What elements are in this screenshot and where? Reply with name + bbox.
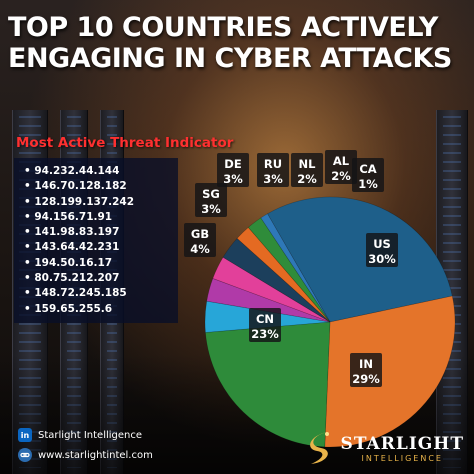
slice-value-label: 4% bbox=[190, 242, 210, 256]
brand-logo: STARLIGHT INTELLIGENCE bbox=[303, 428, 464, 468]
threat-indicator-heading: Most Active Threat Indicator bbox=[16, 135, 234, 151]
slice-label-sg: SG3% bbox=[195, 183, 227, 217]
slice-label-ca: CA1% bbox=[352, 158, 384, 192]
linkedin-icon: in bbox=[18, 428, 32, 442]
slice-category-label: DE bbox=[224, 157, 242, 171]
footer-linkedin[interactable]: in Starlight Intelligence bbox=[18, 428, 142, 442]
slice-category-label: IN bbox=[359, 357, 373, 371]
ip-address-item: 146.70.128.182 bbox=[24, 179, 172, 194]
slice-value-label: 23% bbox=[251, 327, 279, 341]
ip-address-item: 128.199.137.242 bbox=[24, 195, 172, 210]
slice-label-box bbox=[184, 223, 216, 257]
pie-slice-de bbox=[212, 256, 331, 323]
slice-value-label: 29% bbox=[352, 372, 380, 386]
slice-label-ru: RU3% bbox=[257, 153, 289, 187]
ip-list: 94.232.44.144146.70.128.182128.199.137.2… bbox=[14, 158, 178, 323]
ip-address-item: 80.75.212.207 bbox=[24, 271, 172, 286]
ip-address-item: 159.65.255.6 bbox=[24, 302, 172, 317]
slice-label-box bbox=[249, 308, 281, 342]
pie-slices bbox=[204, 196, 456, 448]
slice-category-label: NL bbox=[299, 157, 317, 171]
slice-label-box bbox=[217, 153, 249, 187]
slice-label-box bbox=[350, 353, 382, 387]
footer-website[interactable]: www.starlightintel.com bbox=[18, 448, 153, 462]
slice-label-box bbox=[291, 153, 323, 187]
starlight-swirl-icon bbox=[309, 432, 329, 464]
slice-value-label: 3% bbox=[263, 172, 283, 186]
slice-value-label: 3% bbox=[201, 202, 221, 216]
ip-address-item: 141.98.83.197 bbox=[24, 225, 172, 240]
pie-slice-ca bbox=[260, 213, 331, 323]
brand-name: STARLIGHT bbox=[340, 433, 464, 454]
ip-address-item: 94.232.44.144 bbox=[24, 164, 172, 179]
pie-slice-cn bbox=[205, 321, 331, 448]
slice-category-label: SG bbox=[202, 187, 220, 201]
slice-category-label: RU bbox=[264, 157, 282, 171]
pie-slice-sg bbox=[206, 278, 331, 323]
ip-address-item: 143.64.42.231 bbox=[24, 240, 172, 255]
company-name: Starlight Intelligence bbox=[38, 429, 143, 441]
slice-label-box bbox=[195, 183, 227, 217]
pie-slice-nl bbox=[236, 226, 331, 323]
slice-value-label: 3% bbox=[223, 172, 243, 186]
slice-label-box bbox=[366, 233, 398, 267]
slice-category-label: US bbox=[373, 237, 391, 251]
pie-slice-us bbox=[267, 196, 453, 323]
slice-label-box bbox=[352, 158, 384, 192]
slice-label-al: AL2% bbox=[325, 150, 357, 184]
website-link: www.starlightintel.com bbox=[38, 449, 153, 461]
ip-address-item: 148.72.245.185 bbox=[24, 286, 172, 301]
chain-link-icon bbox=[20, 452, 30, 458]
pie-slice-in bbox=[324, 295, 456, 448]
brand-subtitle: INTELLIGENCE bbox=[361, 453, 443, 463]
pie-slice-ru bbox=[222, 237, 331, 323]
slice-value-label: 30% bbox=[368, 252, 396, 266]
slice-value-label: 2% bbox=[297, 172, 317, 186]
slice-label-box bbox=[325, 150, 357, 184]
slice-label-gb: GB4% bbox=[184, 223, 216, 257]
slice-value-label: 2% bbox=[331, 169, 351, 183]
ip-address-item: 194.50.16.17 bbox=[24, 256, 172, 271]
ip-address-item: 94.156.71.91 bbox=[24, 210, 172, 225]
link-icon bbox=[18, 448, 32, 462]
pie-slice-al bbox=[247, 217, 331, 323]
slice-category-label: GB bbox=[191, 227, 209, 241]
slice-category-label: CN bbox=[256, 312, 274, 326]
slice-category-label: AL bbox=[333, 154, 350, 168]
slice-label-nl: NL2% bbox=[291, 153, 323, 187]
slice-label-de: DE3% bbox=[217, 153, 249, 187]
slice-value-label: 1% bbox=[358, 177, 378, 191]
page-title: TOP 10 COUNTRIES ACTIVELY ENGAGING IN CY… bbox=[8, 12, 452, 74]
slice-category-label: CA bbox=[359, 162, 376, 176]
slice-label-box bbox=[257, 153, 289, 187]
